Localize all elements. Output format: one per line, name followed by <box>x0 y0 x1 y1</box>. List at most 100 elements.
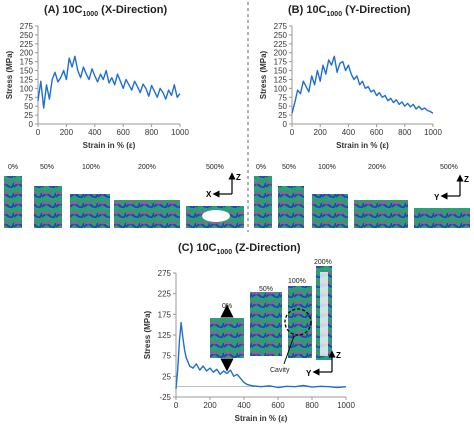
chart-b-ytick-label-275: 275 <box>274 22 288 31</box>
chart-a-ytick-label-100: 100 <box>20 84 34 93</box>
chart-c-xtick-label-800: 800 <box>305 401 319 410</box>
chart-a-ytick-label-250: 250 <box>20 31 34 40</box>
chart-b-ytick-label-25: 25 <box>278 111 287 120</box>
chart-b-ytick-label-100: 100 <box>274 84 288 93</box>
chart-a-xtick-label-800: 800 <box>145 128 159 137</box>
chart-a-ylabel: Stress (MPa) <box>5 50 14 99</box>
chart-b-ytick-label-75: 75 <box>278 93 287 102</box>
cavity-marker <box>284 308 312 336</box>
strain-label-b-50: 50% <box>282 164 296 171</box>
chart-a-xtick-label-1000: 1000 <box>171 128 189 137</box>
chart-c-ytick-label-275: 275 <box>158 269 172 278</box>
chart-c-ytick-label-25: 25 <box>162 372 171 381</box>
chart-a-ytick-label-275: 275 <box>20 22 34 31</box>
panel-a-title-suffix: (X-Direction) <box>98 4 168 16</box>
chart-b: 0 200 400 600 800 100002550751001251501752002… <box>259 22 442 150</box>
micro-b-200 <box>354 200 408 228</box>
micro-c-50 <box>250 292 282 356</box>
chart-b-ytick-label-0: 0 <box>283 120 288 129</box>
chart-b-ytick-label-125: 125 <box>274 75 288 84</box>
panel-a-title: (A) 10C1000 (X-Direction) <box>44 4 167 18</box>
chart-c-series-line <box>175 321 347 389</box>
micro-a-200 <box>114 200 180 228</box>
chart-b-xtick-label-400: 400 <box>342 128 356 137</box>
panel-c-title: (C) 10C1000 (Z-Direction) <box>178 242 301 256</box>
chart-c: 0 200 400 600 800 1000 -25 25 75 125 175 225 275 Stra… <box>143 269 355 423</box>
chart-a-ytick-label-75: 75 <box>24 93 33 102</box>
chart-b-ytick-label-200: 200 <box>274 49 288 58</box>
chart-c-ytick-label-125: 125 <box>158 331 172 340</box>
chart-c-xtick-label-0: 0 <box>174 401 179 410</box>
chart-a-ytick-label-125: 125 <box>20 75 34 84</box>
strain-label-a-50: 50% <box>40 164 54 171</box>
chart-b-xlabel: Strain in % (ε) <box>336 141 389 150</box>
micro-strip-b: 0% 50% 100% 200% 500% Z Y <box>254 164 470 228</box>
strain-label-b-0: 0% <box>256 164 266 171</box>
axis-c-z-label: Z <box>336 351 341 360</box>
chart-c-xtick-label-200: 200 <box>203 401 217 410</box>
strain-label-a-100: 100% <box>82 164 100 171</box>
strain-label-b-100: 100% <box>318 164 336 171</box>
micro-c-200-void <box>320 272 328 356</box>
strain-label-b-500: 500% <box>440 164 458 171</box>
chart-a-ytick-label-0: 0 <box>29 120 34 129</box>
chart-c-ylabel: Stress (MPa) <box>143 310 152 359</box>
chart-c-ytick-label-175: 175 <box>158 310 172 319</box>
chart-b-xtick-label-600: 600 <box>370 128 384 137</box>
chart-b-xtick-label-1000: 1000 <box>424 128 442 137</box>
strain-label-c-200: 200% <box>314 259 332 266</box>
strain-label-b-200: 200% <box>368 164 386 171</box>
micro-strip-c: Cavity 0% 50% 100% 200% Z Y <box>210 259 341 378</box>
chart-a-ytick-label-150: 150 <box>20 67 34 76</box>
chart-a-xtick-label-200: 200 <box>60 128 74 137</box>
micro-b-500 <box>414 208 470 228</box>
axis-a-z-label: Z <box>236 173 241 182</box>
panel-c-title-sub: 1000 <box>216 249 233 257</box>
strain-label-c-100: 100% <box>288 278 306 285</box>
axis-b-z-label: Z <box>464 175 469 184</box>
chart-b-xtick-label-800: 800 <box>398 128 412 137</box>
chart-a-xtick-label-600: 600 <box>117 128 131 137</box>
micro-a-100 <box>70 194 110 228</box>
panel-c-title-prefix: (C) 10C <box>178 242 217 254</box>
micro-a-500-cavity <box>202 210 230 222</box>
micro-b-100 <box>312 194 348 228</box>
axis-triad-b: Z Y <box>434 174 469 202</box>
axis-b-y-label: Y <box>434 193 440 202</box>
axis-triad-c: Z Y <box>306 350 341 378</box>
micro-c-0 <box>210 318 244 358</box>
chart-b-xtick-label-0: 0 <box>290 128 295 137</box>
chart-b-ytick-label-225: 225 <box>274 40 288 49</box>
chart-b-xtick-label-200: 200 <box>314 128 328 137</box>
strain-label-a-0: 0% <box>8 164 18 171</box>
chart-c-xtick-label-400: 400 <box>237 401 251 410</box>
chart-b-ytick-label-250: 250 <box>274 31 288 40</box>
chart-a-ytick-label-200: 200 <box>20 49 34 58</box>
chart-a: 0 200 400 600 800 100002550751001251501752002… <box>5 22 189 150</box>
axis-triad-a: Z X <box>206 172 241 199</box>
micro-b-0 <box>254 176 272 228</box>
strain-label-c-50: 50% <box>259 286 273 293</box>
panel-a-title-prefix: (A) 10C <box>44 4 83 16</box>
chart-a-ytick-label-175: 175 <box>20 58 34 67</box>
chart-a-xtick-label-400: 400 <box>88 128 102 137</box>
micro-c-100 <box>288 286 312 358</box>
micro-a-0 <box>4 176 22 228</box>
chart-c-ytick-label--25: -25 <box>159 393 171 402</box>
panel-b-title-suffix: (Y-Direction) <box>342 4 411 16</box>
strain-label-a-500: 500% <box>206 164 224 171</box>
micro-strip-a: 0% 50% 100% 200% 500% Z X <box>4 164 244 228</box>
chart-b-ytick-label-175: 175 <box>274 58 288 67</box>
panel-c-title-suffix: (Z-Direction) <box>232 242 301 254</box>
chart-a-series-line <box>37 55 181 109</box>
chart-a-ytick-label-225: 225 <box>20 40 34 49</box>
chart-c-xtick-label-600: 600 <box>271 401 285 410</box>
axis-a-x-label: X <box>206 190 212 199</box>
chart-b-ytick-label-50: 50 <box>278 102 287 111</box>
cavity-pointer <box>283 335 295 365</box>
micro-a-50 <box>34 186 62 228</box>
chart-c-ytick-label-75: 75 <box>162 352 171 361</box>
axis-c-y-label: Y <box>306 369 312 378</box>
panel-b-title: (B) 10C1000 (Y-Direction) <box>288 4 411 18</box>
